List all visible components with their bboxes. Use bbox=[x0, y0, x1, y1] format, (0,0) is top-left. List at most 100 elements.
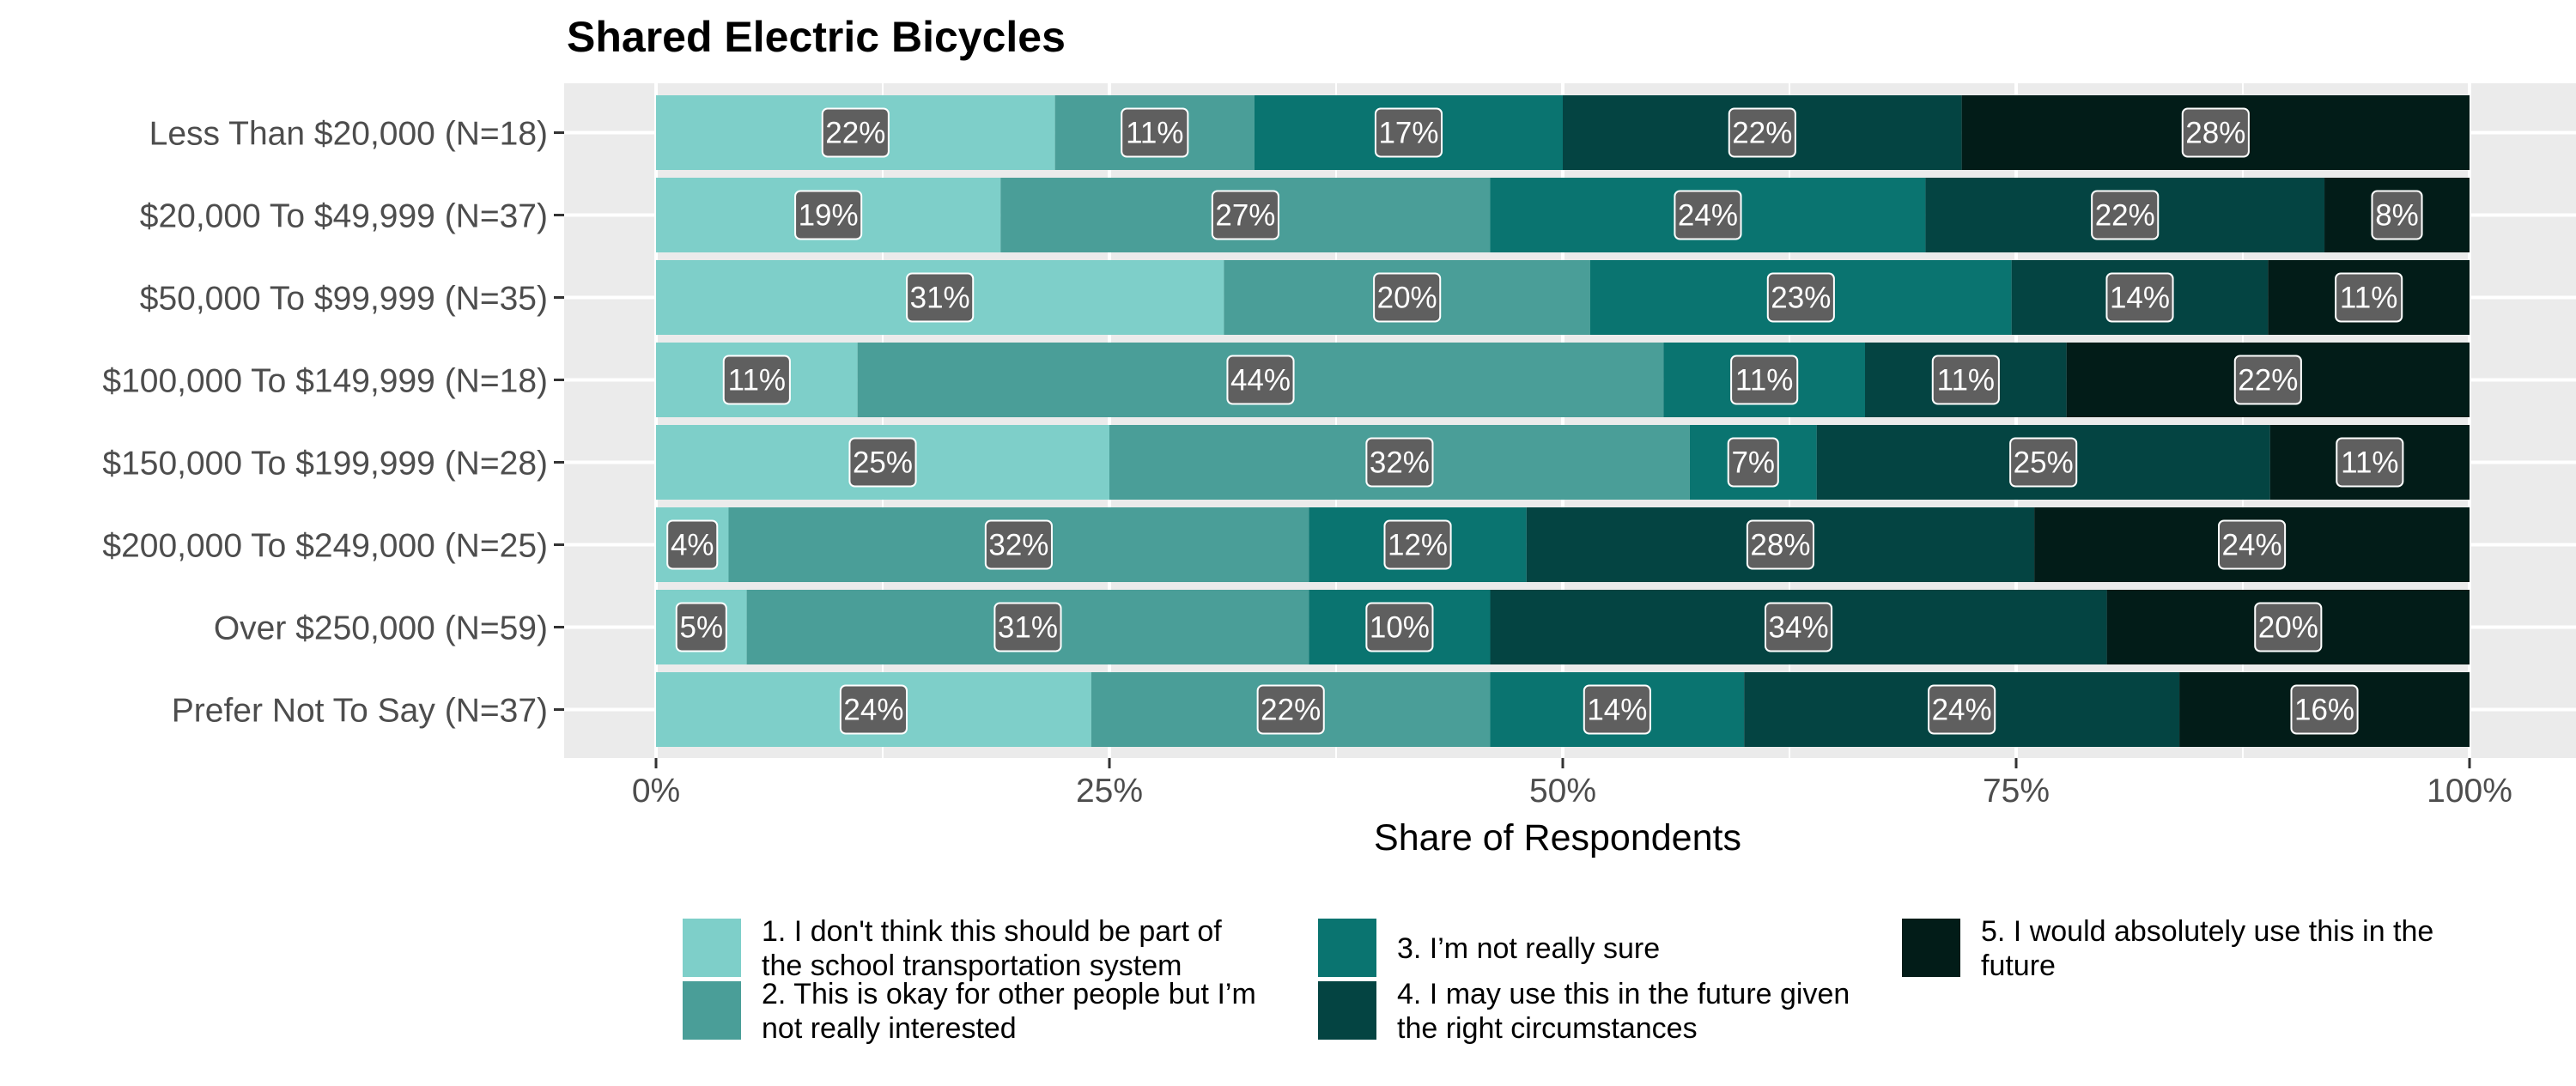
legend-swatch bbox=[1902, 919, 1960, 977]
data-label: 11% bbox=[1931, 355, 2000, 405]
data-label-box bbox=[993, 602, 1062, 652]
data-label: 12% bbox=[1383, 519, 1452, 570]
legend-swatch bbox=[1318, 981, 1376, 1040]
legend-swatch bbox=[1318, 919, 1376, 977]
data-label-text: 11% bbox=[1735, 364, 1793, 397]
data-label: 23% bbox=[1766, 272, 1835, 323]
legend-item: 3. I’m not really sure bbox=[1318, 919, 1660, 977]
data-label-text: 25% bbox=[853, 446, 913, 480]
legend-item: 4. I may use this in the future giventhe… bbox=[1318, 978, 1850, 1045]
data-label-box bbox=[1931, 355, 2000, 405]
data-label-box bbox=[1121, 107, 1189, 158]
data-label-box bbox=[2254, 602, 2323, 652]
data-label-box bbox=[1256, 684, 1325, 735]
data-label-text: 12% bbox=[1388, 529, 1448, 562]
data-label: 22% bbox=[1728, 107, 1796, 158]
data-label-text: 22% bbox=[1732, 117, 1792, 150]
data-label-box bbox=[984, 519, 1053, 570]
data-label: 25% bbox=[2009, 437, 2078, 488]
data-label-box bbox=[1365, 437, 1434, 488]
data-label: 8% bbox=[2371, 190, 2423, 240]
data-label: 22% bbox=[2233, 355, 2302, 405]
legend-label: the right circumstances bbox=[1397, 1012, 1698, 1045]
data-label-box bbox=[1583, 684, 1651, 735]
data-label-text: 28% bbox=[1750, 529, 1810, 562]
data-label-box bbox=[1765, 602, 1833, 652]
data-label-text: 32% bbox=[988, 529, 1048, 562]
legend: 1. I don't think this should be part oft… bbox=[683, 915, 2433, 1045]
legend-label: 3. I’m not really sure bbox=[1397, 932, 1660, 965]
legend-label: 4. I may use this in the future given bbox=[1397, 978, 1850, 1010]
data-label-box bbox=[2335, 272, 2403, 323]
data-label-box bbox=[1766, 272, 1835, 323]
data-label: 25% bbox=[848, 437, 917, 488]
data-label-text: 24% bbox=[2222, 529, 2282, 562]
data-label-text: 28% bbox=[2185, 117, 2245, 150]
data-label-text: 11% bbox=[2341, 446, 2398, 480]
data-label: 34% bbox=[1765, 602, 1833, 652]
data-label-text: 31% bbox=[910, 282, 970, 315]
y-axis: Less Than $20,000 (N=18) $20,000 To $49,9… bbox=[102, 116, 564, 730]
data-label-text: 19% bbox=[799, 199, 859, 233]
data-label: 11% bbox=[722, 355, 791, 405]
data-label: 22% bbox=[1256, 684, 1325, 735]
data-label-box bbox=[2336, 437, 2404, 488]
data-label-text: 11% bbox=[728, 364, 786, 397]
data-label: 11% bbox=[2336, 437, 2404, 488]
data-label-box bbox=[794, 190, 863, 240]
data-label-text: 5% bbox=[680, 611, 724, 645]
data-label-box bbox=[675, 602, 727, 652]
data-label-box bbox=[2009, 437, 2078, 488]
data-label-box bbox=[1365, 602, 1434, 652]
data-label-box bbox=[1674, 190, 1742, 240]
chart-title: Shared Electric Bicycles bbox=[567, 13, 1066, 61]
data-label: 17% bbox=[1374, 107, 1443, 158]
data-label-text: 22% bbox=[1261, 694, 1321, 727]
data-label-text: 20% bbox=[1377, 282, 1437, 315]
data-label-text: 22% bbox=[825, 117, 885, 150]
data-label-text: 24% bbox=[843, 694, 903, 727]
data-label-box bbox=[1373, 272, 1442, 323]
data-label-text: 23% bbox=[1771, 282, 1831, 315]
data-label-box bbox=[1383, 519, 1452, 570]
x-tick-label: 100% bbox=[2427, 773, 2512, 810]
data-label: 20% bbox=[1373, 272, 1442, 323]
data-label: 32% bbox=[1365, 437, 1434, 488]
data-label-box bbox=[1211, 190, 1279, 240]
data-label: 14% bbox=[2105, 272, 2174, 323]
x-axis: 0% 25% 50% 75% 100% bbox=[632, 758, 2512, 810]
y-tick-label: $50,000 To $99,999 (N=35) bbox=[140, 281, 548, 318]
data-label-text: 22% bbox=[2238, 364, 2298, 397]
data-label-text: 11% bbox=[1937, 364, 1995, 397]
y-tick-label: $20,000 To $49,999 (N=37) bbox=[140, 198, 548, 235]
data-label-box bbox=[2181, 107, 2250, 158]
legend-label: the school transportation system bbox=[762, 949, 1182, 982]
data-label: 31% bbox=[993, 602, 1062, 652]
legend-item: 5. I would absolutely use this in thefut… bbox=[1902, 915, 2433, 982]
legend-item: 2. This is okay for other people but I’m… bbox=[683, 978, 1256, 1045]
y-tick-label: $100,000 To $149,999 (N=18) bbox=[102, 363, 548, 400]
data-label-box bbox=[1727, 437, 1779, 488]
legend-item: 1. I don't think this should be part oft… bbox=[683, 915, 1222, 982]
data-label: 16% bbox=[2290, 684, 2359, 735]
data-label-text: 27% bbox=[1215, 199, 1275, 233]
x-tick-label: 75% bbox=[1983, 773, 2050, 810]
data-label: 31% bbox=[906, 272, 975, 323]
x-tick-label: 0% bbox=[632, 773, 680, 810]
data-label-text: 4% bbox=[671, 529, 714, 562]
legend-label: not really interested bbox=[762, 1012, 1017, 1045]
data-label: 28% bbox=[1746, 519, 1815, 570]
data-label: 11% bbox=[2335, 272, 2403, 323]
data-label-text: 24% bbox=[1678, 199, 1738, 233]
data-label-text: 14% bbox=[2110, 282, 2170, 315]
data-label-text: 11% bbox=[2340, 282, 2397, 315]
data-label: 24% bbox=[2218, 519, 2287, 570]
legend-label: future bbox=[1981, 949, 2056, 982]
data-label-box bbox=[1928, 684, 1996, 735]
data-label-box bbox=[1374, 107, 1443, 158]
data-label-text: 25% bbox=[2014, 446, 2074, 480]
data-label: 7% bbox=[1727, 437, 1779, 488]
data-label-box bbox=[722, 355, 791, 405]
data-label: 24% bbox=[1928, 684, 1996, 735]
data-label: 24% bbox=[1674, 190, 1742, 240]
